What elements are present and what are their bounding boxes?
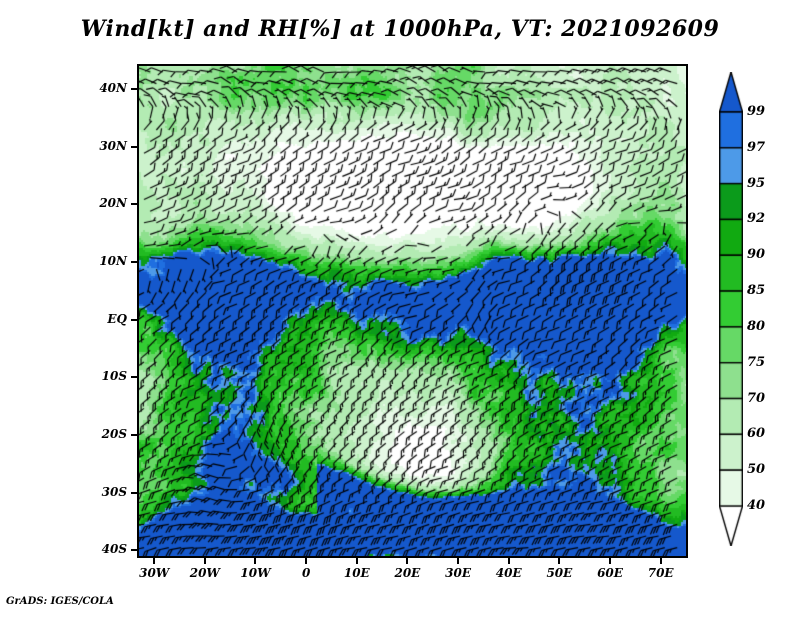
x-axis-label: 10W xyxy=(240,566,271,580)
x-tick-mark xyxy=(203,558,206,564)
colorbar xyxy=(719,72,743,546)
y-axis-label: 40N xyxy=(99,81,127,96)
x-tick-mark xyxy=(507,558,510,564)
x-tick-mark xyxy=(406,558,409,564)
x-axis-label: 30W xyxy=(139,566,170,580)
x-axis-label: 20W xyxy=(189,566,220,580)
y-tick-mark xyxy=(131,145,137,148)
x-axis-label: 10E xyxy=(343,566,370,580)
y-axis-label: 10N xyxy=(99,254,127,268)
x-tick-mark xyxy=(355,558,358,564)
y-axis-label: 20N xyxy=(99,196,127,211)
grads-attribution: GrADS: IGES/COLA xyxy=(6,596,114,607)
y-tick-mark xyxy=(131,549,137,552)
y-axis-label: 10S xyxy=(101,369,127,384)
colorbar-swatches xyxy=(719,72,743,546)
x-tick-mark xyxy=(153,558,156,564)
colorbar-tick-label: 90 xyxy=(747,247,766,263)
colorbar-tick-label: 50 xyxy=(747,462,766,478)
x-axis-label: 0 xyxy=(301,566,311,580)
x-tick-mark xyxy=(305,558,308,564)
colorbar-tick-label: 70 xyxy=(747,390,766,406)
colorbar-tick-label: 60 xyxy=(747,426,766,442)
colorbar-tick-label: 97 xyxy=(747,139,766,155)
x-axis-label: 30E xyxy=(445,566,471,580)
y-tick-mark xyxy=(131,203,137,206)
colorbar-tick-label: 80 xyxy=(747,318,766,334)
x-tick-mark xyxy=(254,558,257,564)
x-tick-mark xyxy=(609,558,612,564)
y-tick-mark xyxy=(131,318,137,321)
x-axis-label: 40E xyxy=(495,566,522,580)
x-tick-mark xyxy=(659,558,662,564)
rh-shading-and-wind-barbs xyxy=(139,66,686,556)
x-axis-label: 50E xyxy=(546,566,573,580)
y-axis-label: 30S xyxy=(101,484,127,499)
map-plot-area xyxy=(137,64,688,558)
y-axis-label: EQ xyxy=(107,311,127,326)
colorbar-tick-label: 99 xyxy=(747,104,766,119)
y-axis-label: 20S xyxy=(101,426,127,441)
colorbar-tick-label: 75 xyxy=(747,354,766,370)
x-tick-mark xyxy=(457,558,460,564)
y-axis-label: 30N xyxy=(99,138,127,153)
colorbar-tick-label: 40 xyxy=(747,498,766,513)
y-axis-label: 40S xyxy=(101,542,127,557)
y-tick-mark xyxy=(131,491,137,494)
y-tick-mark xyxy=(131,376,137,379)
y-tick-mark xyxy=(131,433,137,436)
x-axis-label: 20E xyxy=(394,566,421,580)
colorbar-tick-label: 85 xyxy=(747,283,766,299)
y-tick-mark xyxy=(131,261,137,263)
x-axis-label: 70E xyxy=(647,566,674,580)
x-tick-mark xyxy=(558,558,561,564)
y-tick-mark xyxy=(131,88,137,91)
colorbar-tick-label: 95 xyxy=(747,175,766,191)
chart-title: Wind[kt] and RH[%] at 1000hPa, VT: 20210… xyxy=(80,16,720,42)
colorbar-tick-label: 92 xyxy=(747,211,766,227)
x-axis-label: 60E xyxy=(597,566,623,580)
